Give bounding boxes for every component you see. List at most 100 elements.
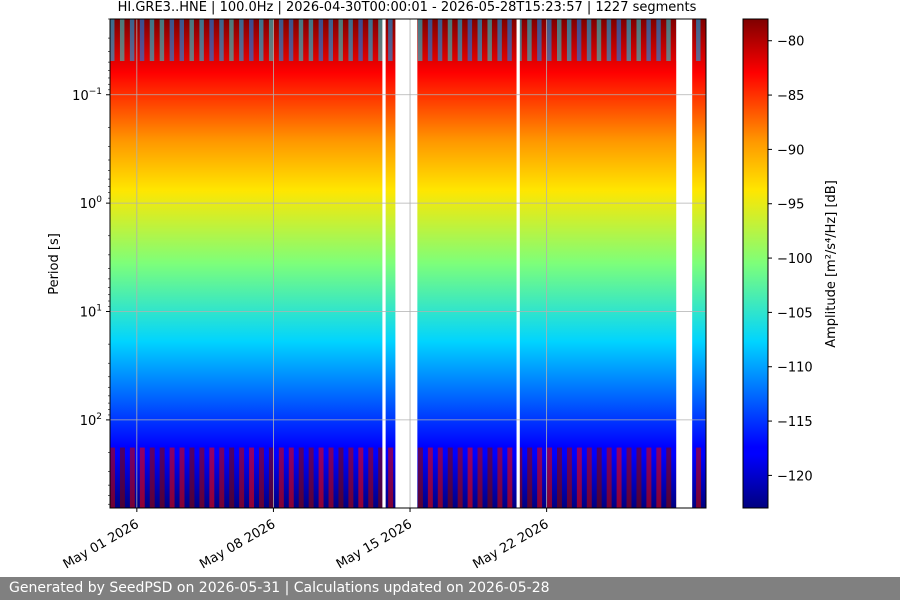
heatmap-column-top (219, 19, 224, 61)
heatmap-column-bottom (576, 447, 582, 508)
heatmap-column-top (576, 19, 582, 61)
heatmap-column-bottom (368, 447, 374, 508)
colorbar-tick-label: −115 (777, 415, 813, 430)
heatmap-column-bottom (616, 447, 622, 508)
heatmap-column-top (606, 19, 612, 61)
heatmap-column-bottom (189, 447, 195, 508)
y-axis: 10−1 100 101 102 (72, 18, 110, 505)
heatmap-column-bottom (547, 447, 553, 508)
data-gap (382, 19, 386, 508)
heatmap-column-bottom (636, 447, 642, 508)
heatmap-column-top (437, 19, 443, 61)
heatmap-column-top (149, 19, 155, 61)
heatmap-column-bottom (487, 447, 493, 508)
heatmap-column-top (527, 19, 532, 61)
heatmap-column-top (318, 19, 324, 61)
heatmap-column-bottom (318, 447, 324, 508)
colorbar-tick-label: −85 (777, 89, 804, 104)
heatmap-column-top (388, 19, 393, 61)
chart-title: HI.GRE3..HNE | 100.0Hz | 2026-04-30T00:0… (118, 0, 697, 15)
x-axis: May 01 2026 May 08 2026 May 15 2026 May 22 … (61, 508, 551, 572)
heatmap-column-bottom (378, 447, 384, 508)
heatmap-column-bottom (566, 447, 572, 508)
plot-frame (109, 18, 707, 509)
heatmap-column-top (537, 19, 542, 61)
spectrogram-plot-area (110, 19, 706, 508)
heatmap-column-top (378, 19, 383, 61)
heatmap-column-top (288, 19, 294, 61)
heatmap-column-top (259, 19, 264, 61)
heatmap-column-top (129, 19, 135, 61)
heatmap-column-bottom (437, 447, 443, 508)
colorbar-ticks: −80 −85 −90 −95 −100 −105 −110 −115 −120 (768, 35, 813, 484)
heatmap-column-bottom (119, 447, 125, 508)
colorbar-tick-label: −120 (777, 469, 813, 484)
grid-lines (110, 19, 706, 508)
y-axis-label: Period [s] (47, 233, 62, 295)
heatmap-column-bottom (606, 447, 612, 508)
data-gap (516, 19, 520, 508)
colorbar-tick-label: −105 (777, 306, 813, 321)
heatmap-column-bottom (308, 447, 314, 508)
heatmap-column-bottom (596, 447, 602, 508)
heatmap-column-top (179, 19, 185, 61)
colorbar-tick-label: −95 (777, 198, 804, 213)
heatmap-column-top (467, 19, 473, 61)
heatmap-column-bottom (259, 447, 264, 508)
heatmap-column-top (209, 19, 214, 61)
heatmap-column-bottom (527, 447, 533, 508)
heatmap-column-bottom (288, 447, 294, 508)
heatmap-column-bottom (229, 447, 235, 508)
heatmap-column-top (547, 19, 552, 61)
heatmap-column-top (616, 19, 622, 61)
heatmap-column-bottom (298, 447, 304, 508)
heatmap-column-bottom (110, 447, 115, 508)
heatmap-column-bottom (278, 447, 284, 508)
heatmap-column-top (557, 19, 562, 61)
heatmap-column-bottom (467, 447, 473, 508)
heatmap-column-bottom (139, 447, 145, 508)
heatmap-column-top (696, 19, 701, 61)
heatmap-column-bottom (338, 447, 344, 508)
heatmap-column-bottom (586, 447, 592, 508)
heatmap-column-top (338, 19, 343, 61)
heatmap-column-bottom (497, 447, 503, 508)
heatmap-column-top (646, 19, 651, 61)
heatmap-column-top (278, 19, 284, 61)
heatmap-column-bottom (388, 447, 394, 508)
heatmap-column-bottom (358, 447, 364, 508)
y-tick-label: 102 (80, 412, 102, 429)
heatmap-column-top (487, 19, 492, 61)
heatmap-column-top (457, 19, 463, 61)
heatmap-column-top (497, 19, 502, 61)
colorbar-tick-label: −80 (777, 35, 804, 50)
heatmap-column-bottom (348, 447, 354, 508)
heatmap-column-top (328, 19, 334, 61)
heatmap-column-top (626, 19, 632, 61)
heatmap-column-top (229, 19, 234, 61)
heatmap-column-top (189, 19, 194, 61)
heatmap-column-bottom (159, 447, 165, 508)
colorbar-tick-label: −90 (777, 143, 804, 158)
y-tick-label: 10−1 (72, 87, 102, 104)
heatmap-column-bottom (149, 447, 155, 508)
heatmap-column-bottom (219, 447, 225, 508)
colorbar-tick-label: −100 (777, 252, 813, 267)
heatmap-column-bottom (696, 447, 702, 508)
heatmap-column-bottom (169, 447, 175, 508)
heatmap-column-bottom (199, 447, 205, 508)
heatmap-column-bottom (666, 447, 672, 508)
colorbar-tick-label: −110 (777, 361, 813, 376)
heatmap-column-top (298, 19, 304, 61)
heatmap-column-bottom (129, 447, 135, 508)
heatmap-column-top (447, 19, 453, 61)
heatmap-column-bottom (239, 447, 245, 508)
heatmap-column-bottom (656, 447, 662, 508)
heatmap-column-top (249, 19, 254, 61)
footer-text: Generated by SeedPSD on 2026-05-31 | Cal… (9, 580, 550, 596)
data-gap (676, 19, 693, 508)
heatmap-column-top (417, 19, 423, 61)
colorbar-label: Amplitude [m²/s⁴/Hz] [dB] (824, 180, 839, 348)
heatmap-column-bottom (179, 447, 185, 508)
heatmap-column-top (110, 19, 115, 61)
